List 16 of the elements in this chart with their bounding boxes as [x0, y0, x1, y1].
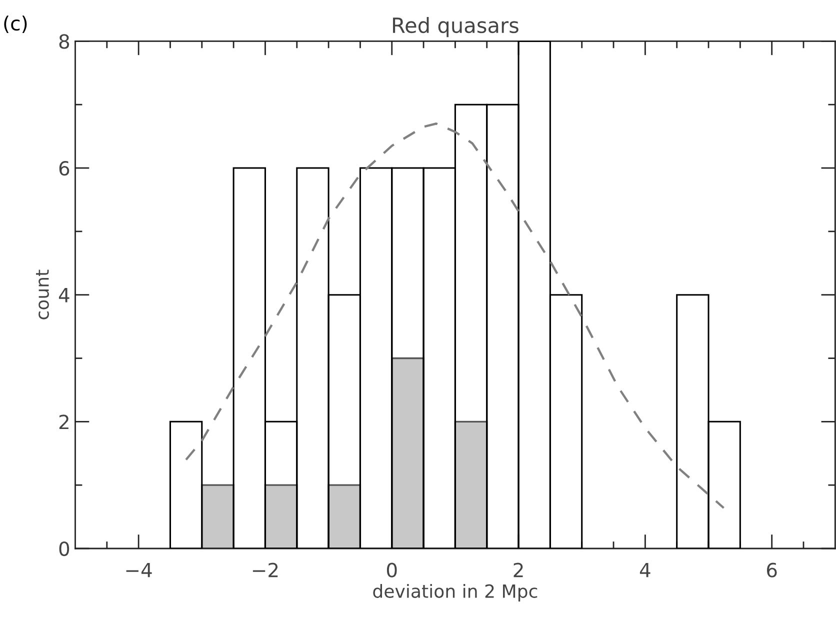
- x-tick-label: 6: [767, 562, 777, 578]
- x-tick-label: 2: [514, 562, 523, 578]
- y-tick-label: 8: [59, 34, 70, 49]
- text: (c): [4, 16, 27, 33]
- x-tick-label: 0: [386, 562, 397, 578]
- y-axis-title: count: [36, 270, 49, 320]
- line-series: [184, 122, 725, 510]
- x-tick-label: −4: [126, 562, 152, 578]
- y-tick-label: 2: [59, 414, 68, 430]
- y-tick-label: 0: [59, 541, 70, 556]
- x-tick-label: 4: [640, 562, 650, 578]
- chart-title: Red quasars: [393, 17, 518, 38]
- x-axis-title: deviation in 2 Mpc: [373, 584, 538, 602]
- y-tick-label: 6: [59, 160, 70, 176]
- y-tick-label: 4: [58, 288, 70, 302]
- x-tick-label: −2: [252, 562, 278, 578]
